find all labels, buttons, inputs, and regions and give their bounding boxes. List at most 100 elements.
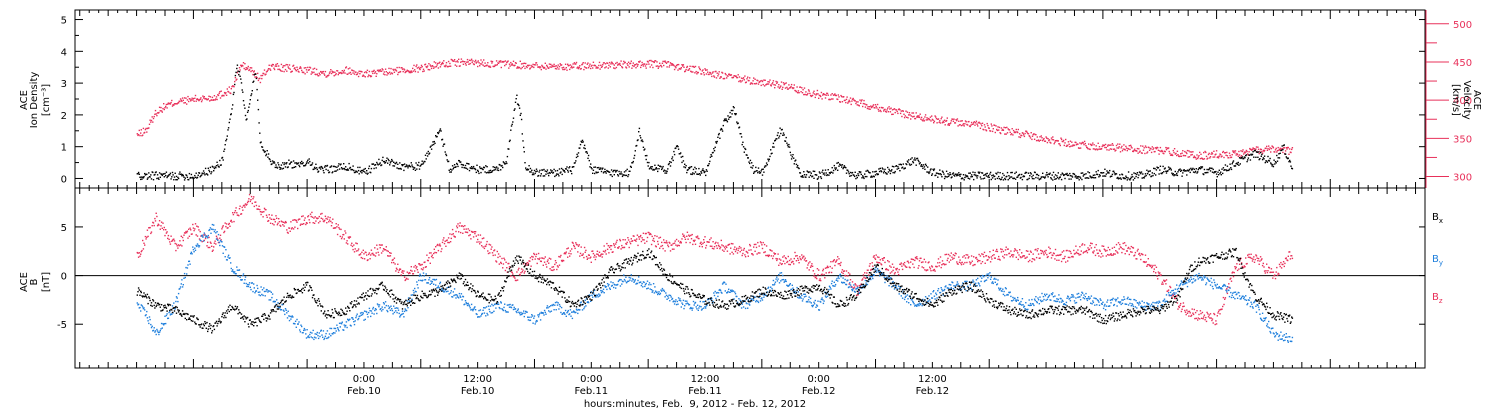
data-point-density	[544, 170, 546, 172]
data-point-bz	[754, 250, 756, 252]
data-point-velocity	[495, 64, 497, 66]
data-point-bz	[1125, 244, 1127, 247]
data-point-velocity	[932, 119, 934, 121]
data-point-velocity	[332, 71, 335, 73]
data-point-velocity	[416, 67, 419, 69]
data-point-bz	[464, 225, 466, 227]
data-point-density	[673, 150, 675, 153]
data-point-bz	[606, 248, 609, 250]
data-point-bz	[527, 261, 529, 264]
data-point-density	[381, 159, 383, 162]
data-point-density	[156, 174, 159, 176]
data-point-velocity	[357, 75, 360, 78]
data-point-density	[225, 140, 227, 142]
data-point-density	[1052, 171, 1055, 174]
data-point-bz	[741, 254, 743, 257]
data-point-velocity	[555, 65, 557, 67]
data-point-velocity	[1125, 147, 1128, 149]
data-point-bz	[629, 242, 632, 245]
data-point-velocity	[433, 61, 435, 63]
data-point-density	[533, 173, 535, 176]
data-point-density	[443, 143, 446, 145]
data-point-bz	[162, 222, 164, 224]
density-tick-label: 3	[61, 79, 67, 90]
data-point-velocity	[165, 105, 167, 108]
data-point-bz	[258, 205, 260, 207]
data-point-velocity	[922, 118, 925, 120]
data-point-bz	[1063, 250, 1065, 252]
data-point-density	[158, 178, 160, 180]
data-point-bz	[199, 230, 201, 233]
data-point-velocity	[1268, 145, 1270, 147]
data-point-velocity	[375, 75, 377, 77]
data-point-bz	[690, 234, 692, 237]
data-point-velocity	[257, 79, 260, 82]
data-point-velocity	[1109, 144, 1111, 146]
data-point-velocity	[269, 69, 272, 71]
data-point-bz	[669, 250, 672, 252]
data-point-velocity	[1094, 149, 1097, 151]
data-point-density	[726, 119, 728, 122]
data-point-density	[502, 166, 504, 169]
data-point-density	[536, 170, 538, 172]
data-point-bz	[147, 235, 149, 238]
data-point-bz	[744, 256, 747, 258]
data-point-velocity	[973, 122, 975, 124]
data-point-density	[1174, 170, 1176, 173]
data-point-velocity	[180, 99, 182, 102]
data-point-velocity	[607, 67, 609, 69]
data-point-bz	[1156, 275, 1158, 277]
data-point-density	[667, 163, 670, 166]
data-point-density	[715, 142, 718, 144]
data-point-density	[542, 175, 544, 177]
data-point-velocity	[1104, 146, 1106, 149]
data-point-bz	[992, 249, 994, 251]
data-point-density	[307, 159, 309, 161]
data-point-velocity	[371, 70, 373, 73]
data-point-velocity	[530, 64, 532, 67]
data-point-velocity	[997, 126, 999, 128]
data-point-bz	[182, 239, 184, 242]
data-point-velocity	[1155, 148, 1158, 150]
data-point-bz	[224, 222, 226, 224]
data-point-velocity	[583, 66, 586, 68]
data-point-density	[621, 175, 624, 178]
data-point-density	[978, 172, 980, 174]
data-point-bz	[495, 260, 497, 262]
data-point-density	[1158, 173, 1160, 175]
data-point-bz	[1129, 248, 1131, 250]
data-point-bz	[1048, 246, 1050, 248]
data-point-velocity	[929, 116, 932, 118]
data-point-velocity	[743, 79, 745, 81]
data-point-bz	[793, 263, 795, 265]
data-point-density	[683, 166, 685, 168]
data-point-bz	[906, 266, 908, 268]
data-point-density	[875, 170, 877, 173]
data-point-velocity	[387, 72, 389, 74]
data-point-density	[843, 165, 846, 167]
data-point-density	[738, 126, 741, 128]
data-point-bz	[1033, 258, 1035, 260]
data-point-velocity	[389, 73, 392, 75]
data-point-density	[587, 157, 589, 159]
data-point-bz	[1150, 264, 1152, 267]
data-point-velocity	[699, 68, 701, 71]
data-point-velocity	[145, 127, 147, 130]
data-point-bz	[1113, 246, 1116, 248]
data-point-density	[1138, 174, 1140, 176]
data-point-velocity	[1010, 133, 1012, 136]
data-point-velocity	[489, 65, 491, 67]
data-point-density	[1281, 145, 1283, 147]
data-point-density	[399, 162, 401, 164]
data-point-density	[259, 132, 261, 134]
data-point-velocity	[761, 79, 763, 82]
data-point-density	[280, 167, 282, 169]
data-point-velocity	[1259, 150, 1261, 153]
data-point-bz	[269, 217, 271, 219]
data-point-density	[705, 174, 707, 177]
data-point-velocity	[744, 75, 746, 77]
data-point-density	[336, 166, 338, 168]
data-point-bz	[411, 270, 413, 272]
data-point-bz	[742, 249, 745, 251]
data-point-velocity	[453, 59, 456, 61]
